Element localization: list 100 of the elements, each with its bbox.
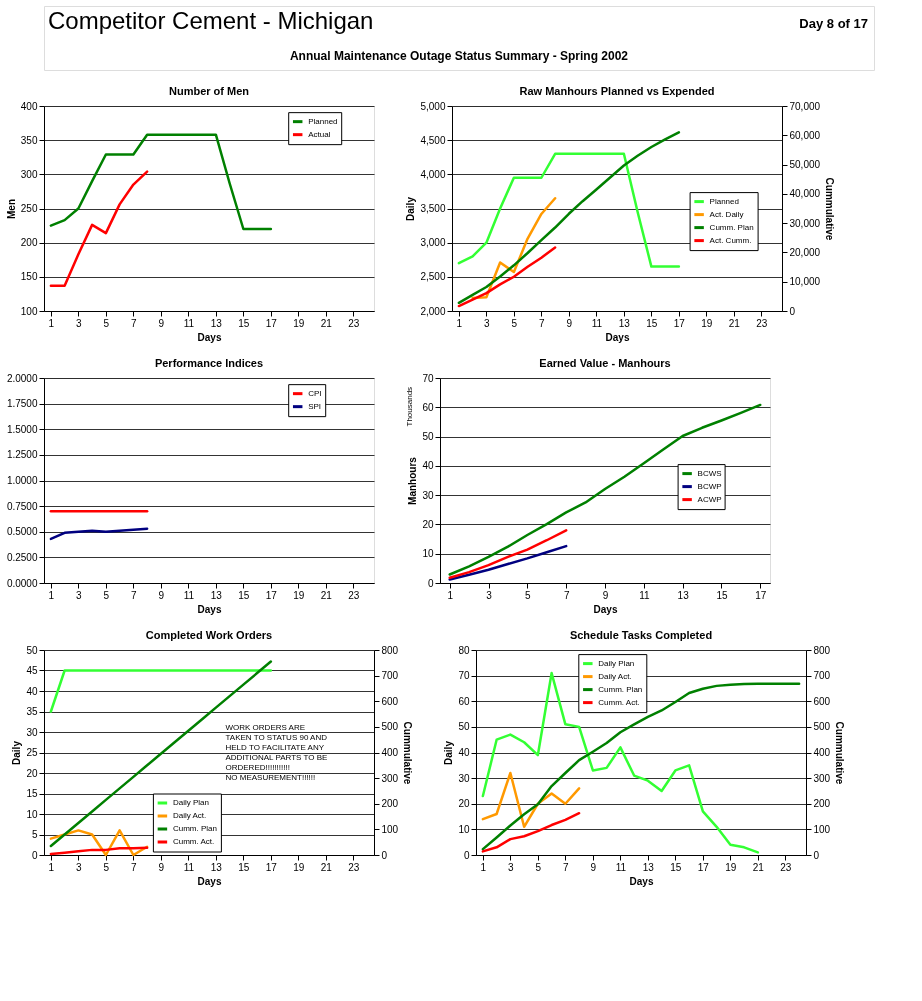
y2-tick-label: 600: [381, 695, 399, 707]
y2-tick-label: 70,000: [789, 100, 821, 112]
y-tick-label: 30: [458, 772, 470, 784]
y-tick-label: 40: [458, 747, 470, 758]
x-tick-label: 19: [701, 317, 713, 329]
x-tick-label: 1: [48, 861, 55, 873]
x-tick-label: 21: [320, 861, 333, 873]
line-series: [481, 671, 760, 854]
legend-label: BCWP: [697, 481, 722, 491]
y-tick-label: 50: [26, 644, 38, 656]
x-tick-label: 13: [210, 589, 223, 601]
y-tick-label: 250: [20, 203, 38, 214]
x-tick-label: 13: [642, 861, 655, 873]
x-tick-label: 9: [602, 589, 609, 601]
y-tick-label: 4,500: [420, 134, 446, 146]
x-tick-label: 5: [103, 589, 110, 601]
line-series: [457, 152, 681, 268]
x-tick-label: 13: [210, 861, 223, 873]
y2-tick-label: 10,000: [789, 276, 821, 288]
y-tick-label: 0: [463, 849, 470, 861]
legend-label: Cumm. Plan: [598, 684, 643, 694]
legend-label: CPI: [308, 388, 322, 398]
y-tick-label: 25: [26, 747, 38, 758]
line-series: [457, 246, 557, 308]
chart-title: Performance Indices: [154, 357, 264, 369]
y-tick-label: 1.7500: [6, 398, 38, 410]
x-tick-label: 17: [265, 589, 278, 601]
x-tick-label: 3: [76, 317, 83, 329]
x-tick-label: 17: [265, 861, 278, 873]
y-tick-label: 10: [26, 808, 38, 820]
x-tick-label: 11: [639, 589, 650, 601]
x-tick-label: 19: [725, 861, 737, 873]
x-tick-label: 15: [238, 589, 250, 601]
y2-tick-label: 30,000: [789, 217, 821, 229]
y2-axis-title: Cummulative: [402, 721, 414, 785]
line-series: [448, 544, 568, 581]
y2-tick-label: 700: [813, 670, 831, 682]
chart-title: Schedule Tasks Completed: [569, 629, 713, 641]
x-tick-label: 5: [103, 317, 110, 329]
x-tick-label: 13: [618, 317, 631, 329]
x-tick-label: 9: [158, 861, 165, 873]
x-tick-label: 11: [591, 317, 603, 329]
line-series: [481, 682, 801, 851]
y-tick-label: 2,500: [420, 271, 446, 283]
x-tick-label: 17: [265, 317, 278, 329]
y-tick-label: 300: [20, 168, 38, 180]
y2-tick-label: 100: [813, 823, 831, 835]
x-tick-label: 19: [293, 861, 305, 873]
y-tick-label: 10: [422, 548, 434, 560]
x-tick-label: 7: [539, 317, 546, 329]
x-axis-title: Days: [629, 875, 654, 887]
legend-label: ACWP: [697, 494, 722, 504]
y-axis-title: Daily: [443, 740, 455, 765]
x-tick-label: 3: [76, 589, 83, 601]
y-tick-label: 1.5000: [6, 423, 38, 435]
x-tick-label: 3: [484, 317, 491, 329]
y2-tick-label: 600: [813, 695, 831, 707]
y-tick-label: 60: [458, 695, 470, 707]
x-tick-label: 23: [348, 861, 360, 873]
y2-tick-label: 800: [813, 644, 831, 656]
y-tick-label: 20: [458, 798, 470, 810]
x-tick-label: 9: [590, 861, 597, 873]
y2-tick-label: 500: [381, 721, 399, 733]
legend-label: Actual: [308, 129, 331, 139]
line-series: [457, 131, 681, 305]
line-series: [448, 529, 568, 579]
legend-label: BCWS: [697, 468, 722, 478]
x-tick-label: 17: [673, 317, 686, 329]
y-tick-label: 4,000: [420, 168, 446, 180]
legend-label: Act. Cumm.: [709, 235, 752, 245]
y2-tick-label: 100: [381, 823, 399, 835]
y-tick-label: 40: [26, 685, 38, 697]
x-tick-label: 15: [238, 861, 250, 873]
x-tick-label: 17: [697, 861, 710, 873]
legend-label: Daily Plan: [172, 798, 209, 807]
x-tick-label: 19: [293, 589, 305, 601]
x-tick-label: 5: [535, 861, 542, 873]
x-tick-label: 11: [615, 861, 627, 873]
y2-tick-label: 300: [813, 772, 831, 784]
y-tick-label: 30: [26, 726, 38, 738]
y2-tick-label: 0: [381, 849, 388, 861]
text: Annual Maintenance Outage Status Summary - Spring 2002: [289, 49, 629, 63]
x-tick-label: 9: [158, 589, 165, 601]
x-tick-label: 7: [563, 861, 570, 873]
y-tick-label: 15: [26, 788, 38, 799]
x-tick-label: 23: [780, 861, 792, 873]
legend-label: Act. Daily: [709, 209, 744, 219]
x-tick-label: 21: [752, 861, 765, 873]
y-tick-label: 0.7500: [6, 500, 38, 512]
y2-tick-label: 800: [381, 644, 399, 656]
x-tick-label: 21: [320, 589, 333, 601]
y-tick-label: 30: [422, 489, 434, 501]
y-tick-label: 0.5000: [6, 526, 38, 538]
y-tick-label: 70: [422, 372, 434, 384]
x-tick-label: 7: [131, 589, 138, 601]
legend-label: Daily Act.: [598, 671, 632, 681]
x-tick-label: 11: [183, 589, 195, 601]
x-tick-label: 1: [480, 861, 487, 873]
y2-axis-title: Cummulative: [834, 721, 846, 785]
y-tick-label: 10: [458, 823, 470, 835]
